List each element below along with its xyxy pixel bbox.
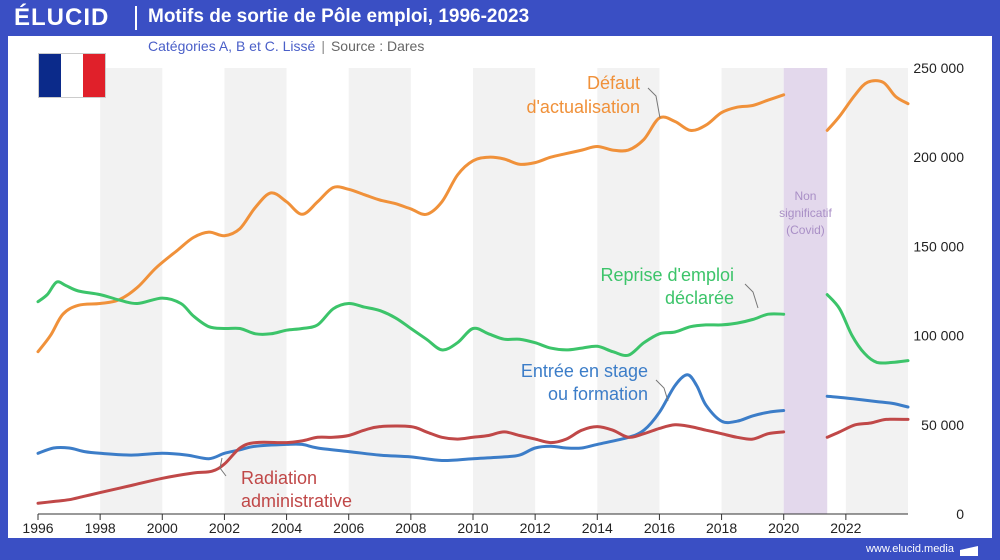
chart-title: Motifs de sortie de Pôle emploi, 1996-20…	[148, 6, 530, 27]
y-tick-label: 200 000	[913, 149, 964, 165]
series-line-red	[36, 417, 910, 505]
x-tick-label: 2018	[706, 520, 737, 536]
label-leader-line	[655, 379, 669, 402]
x-tick-label: 2008	[395, 520, 426, 536]
series-label-orange: Défaut	[587, 73, 640, 93]
covid-label: Non	[794, 189, 816, 203]
x-tick-label: 2022	[830, 520, 861, 536]
series-line-blue	[36, 373, 910, 463]
series-label-blue: Entrée en stage	[521, 361, 648, 381]
covid-label: (Covid)	[786, 223, 825, 237]
x-tick-label: 2016	[644, 520, 675, 536]
series-line-green	[36, 280, 910, 365]
line-chart: Non significatif (Covid) 1996 1998 2000 2002 20…	[22, 60, 964, 536]
elucid-logo: ÉLUCID	[14, 4, 110, 31]
y-tick-label: 0	[956, 506, 964, 522]
x-tick-label: 2010	[457, 520, 488, 536]
series-line-orange	[36, 79, 910, 354]
series-label-blue: ou formation	[548, 384, 648, 404]
series-label-green: déclarée	[665, 288, 734, 308]
label-leader-line	[647, 87, 661, 119]
x-tick-label: 2014	[582, 520, 613, 536]
label-leader-line	[219, 457, 227, 477]
chart-panel: Non significatif (Covid) 1996 1998 2000 2002 20…	[8, 36, 992, 538]
footer-url: www.elucid.media	[865, 543, 954, 555]
y-tick-label: 50 000	[921, 417, 964, 433]
x-tick-label: 2006	[333, 520, 364, 536]
background-band	[224, 68, 287, 514]
x-tick-label: 1998	[85, 520, 116, 536]
x-tick-label: 1996	[22, 520, 53, 536]
y-tick-label: 250 000	[913, 60, 964, 76]
flag-red-stripe	[83, 54, 105, 97]
flag-blue-stripe	[39, 54, 61, 97]
y-tick-label: 150 000	[913, 238, 964, 254]
background-band	[473, 68, 536, 514]
france-flag-icon	[38, 53, 106, 98]
background-band	[845, 68, 908, 514]
y-tick-label: 100 000	[913, 328, 964, 344]
subtitle: Catégories A, B et C. Lissé | Source : Dar…	[148, 38, 424, 54]
source-text: Source : Dares	[330, 38, 425, 54]
series-label-red: administrative	[241, 491, 352, 511]
covid-band	[783, 68, 828, 514]
series-label-red: Radiation	[241, 468, 317, 488]
series-label-orange: d'actualisation	[526, 97, 640, 117]
header-divider	[135, 6, 137, 30]
header-bar: ÉLUCID Motifs de sortie de Pôle emploi, …	[0, 0, 1000, 36]
covid-label: significatif	[779, 206, 832, 220]
label-leader-line	[744, 283, 759, 309]
x-tick-label: 2004	[271, 520, 302, 536]
x-tick-label: 2000	[147, 520, 178, 536]
flag-white-stripe	[61, 54, 83, 97]
subtitle-separator: |	[321, 38, 325, 54]
elucid-mark-icon	[960, 546, 978, 556]
series-label-green: Reprise d'emploi	[601, 265, 735, 285]
x-tick-label: 2012	[520, 520, 551, 536]
subtitle-text: Catégories A, B et C. Lissé	[148, 38, 316, 54]
background-band	[348, 68, 411, 514]
x-tick-label: 2020	[768, 520, 799, 536]
background-band	[597, 68, 660, 514]
x-tick-label: 2002	[209, 520, 240, 536]
